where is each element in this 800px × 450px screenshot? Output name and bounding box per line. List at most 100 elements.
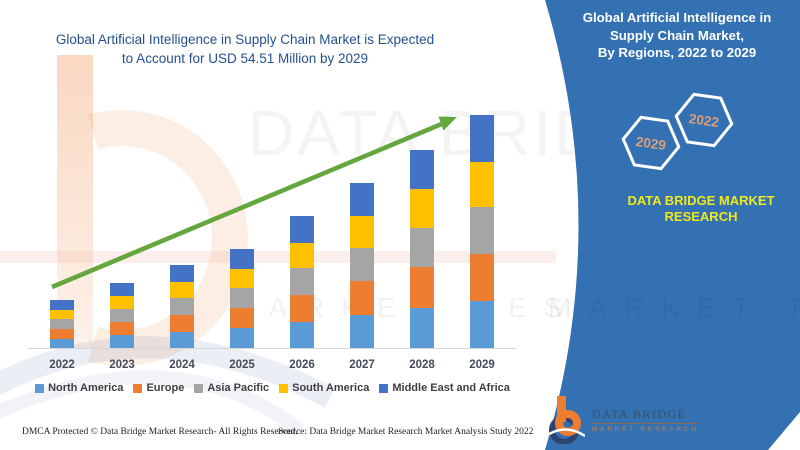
legend-label: North America — [48, 382, 124, 394]
bar-segment-2022-europe — [50, 328, 74, 339]
hexagon-2029-label: 2029 — [635, 134, 667, 153]
right-panel-background — [545, 0, 800, 450]
bar-segment-2026-europe — [290, 294, 314, 322]
company-logo-mark — [549, 396, 585, 444]
x-axis-label: 2029 — [469, 359, 495, 371]
bar-segment-2026-asia-pacific — [290, 268, 314, 295]
stacked-bar-2028 — [410, 149, 434, 349]
panel-title: Global Artificial Intelligence in Supply… — [558, 9, 796, 62]
legend-item-middle-east-and-africa: Middle East and Africa — [379, 382, 510, 394]
bar-segment-2029-middle-east-and-africa — [470, 115, 494, 162]
legend-swatch — [35, 383, 45, 393]
bar-segment-2026-south-america — [290, 243, 314, 269]
bar-segment-2022-asia-pacific — [50, 318, 74, 329]
bar-segment-2025-south-america — [230, 269, 254, 289]
bar-segment-2028-europe — [410, 267, 434, 308]
bar-segment-2025-europe — [230, 308, 254, 329]
watermark-logo-stem — [57, 55, 93, 349]
hexagon-2029: 2029 — [621, 115, 681, 171]
legend-item-europe: Europe — [133, 382, 184, 394]
brand-text-line2: RESEARCH — [664, 209, 738, 224]
legend-label: South America — [292, 382, 370, 394]
panel-title-line2: Supply Chain Market, — [609, 27, 745, 43]
x-axis-line — [28, 348, 517, 349]
bar-segment-2027-south-america — [350, 215, 374, 248]
bar-segment-2024-asia-pacific — [170, 297, 194, 316]
bar-segment-2028-south-america — [410, 189, 434, 228]
bar-segment-2028-middle-east-and-africa — [410, 149, 434, 190]
legend-label: Middle East and Africa — [392, 382, 510, 394]
legend-item-south-america: South America — [279, 382, 369, 394]
hexagon-2022: 2022 — [674, 92, 734, 148]
bar-segment-2023-middle-east-and-africa — [110, 283, 134, 297]
chart-legend: North America Europe Asia Pacific South Ame… — [0, 382, 545, 394]
bar-segment-2026-middle-east-and-africa — [290, 216, 314, 244]
x-axis-label: 2024 — [169, 359, 195, 371]
stacked-bar-2024 — [170, 265, 194, 349]
bar-segment-2024-europe — [170, 315, 194, 332]
bar-segment-2029-asia-pacific — [470, 206, 494, 254]
bar-segment-2022-north-america — [50, 338, 74, 349]
bar-segment-2029-north-america — [470, 300, 494, 349]
x-axis-label: 2027 — [349, 359, 375, 371]
x-axis-label: 2026 — [289, 359, 315, 371]
bar-segment-2026-north-america — [290, 321, 314, 349]
x-axis-label: 2028 — [409, 359, 435, 371]
legend-item-asia-pacific: Asia Pacific — [194, 382, 269, 394]
x-axis-label: 2025 — [229, 359, 255, 371]
chart-title: Global Artificial Intelligence in Supply… — [20, 30, 470, 68]
bar-segment-2024-south-america — [170, 282, 194, 298]
chart-title-line1: Global Artificial Intelligence in Supply… — [55, 32, 435, 47]
panel-title-line1: Global Artificial Intelligence in — [582, 10, 772, 25]
bar-segment-2027-europe — [350, 281, 374, 315]
legend-swatch — [194, 383, 204, 393]
chart-title-line2: to Account for USD 54.51 Million by 2029 — [121, 51, 369, 66]
bar-segment-2027-north-america — [350, 314, 374, 349]
bar-segment-2028-north-america — [410, 307, 434, 349]
footer-dmca: DMCA Protected © Data Bridge Market Rese… — [22, 427, 298, 437]
trend-arrow — [51, 116, 457, 290]
x-axis-label: 2023 — [109, 359, 135, 371]
watermark-logo-bowl — [0, 110, 336, 436]
company-logo: DATA BRIDGE MARKET RESEARCH — [549, 394, 719, 446]
bar-segment-2024-north-america — [170, 331, 194, 349]
x-axis-label: 2022 — [49, 359, 75, 371]
bar-segment-2024-middle-east-and-africa — [170, 265, 194, 283]
legend-swatch — [379, 383, 389, 393]
bar-segment-2027-middle-east-and-africa — [350, 182, 374, 216]
stacked-bar-2027 — [350, 182, 374, 349]
panel-title-line3: By Regions, 2022 to 2029 — [597, 45, 757, 60]
bar-segment-2028-asia-pacific — [410, 227, 434, 268]
bar-segment-2029-south-america — [470, 161, 494, 207]
legend-swatch — [133, 383, 143, 393]
legend-swatch — [279, 383, 289, 393]
stacked-bar-2025 — [230, 249, 254, 349]
company-logo-tagline: MARKET RESEARCH — [592, 426, 699, 433]
company-logo-text: DATA BRIDGE MARKET RESEARCH — [592, 407, 699, 433]
stacked-bar-2029 — [470, 115, 494, 349]
brand-text-line1: DATA BRIDGE MARKET — [627, 193, 775, 208]
bar-segment-2025-asia-pacific — [230, 288, 254, 309]
hexagon-2022-label: 2022 — [688, 111, 720, 130]
bar-segment-2029-europe — [470, 253, 494, 301]
footer-source: Source: Data Bridge Market Research Mark… — [278, 427, 534, 437]
bar-segment-2022-middle-east-and-africa — [50, 300, 74, 310]
bar-segment-2023-south-america — [110, 296, 134, 309]
stacked-bar-2022 — [50, 300, 74, 349]
legend-label: Asia Pacific — [207, 382, 270, 394]
stacked-bar-2023 — [110, 283, 134, 349]
bar-segment-2027-asia-pacific — [350, 247, 374, 282]
bar-segment-2025-middle-east-and-africa — [230, 249, 254, 270]
bar-segment-2023-asia-pacific — [110, 308, 134, 323]
bar-segment-2023-europe — [110, 322, 134, 336]
bar-segment-2023-north-america — [110, 335, 134, 349]
company-logo-name: DATA BRIDGE — [592, 407, 699, 424]
watermark-text-row-panel: MARKET RESEARCH — [548, 292, 800, 323]
bar-segment-2025-north-america — [230, 328, 254, 349]
bar-segment-2022-south-america — [50, 309, 74, 319]
legend-item-north-america: North America — [35, 382, 123, 394]
stacked-bar-2026 — [290, 216, 314, 349]
brand-text: DATA BRIDGE MARKET RESEARCH — [606, 193, 796, 225]
legend-label: Europe — [146, 382, 185, 394]
